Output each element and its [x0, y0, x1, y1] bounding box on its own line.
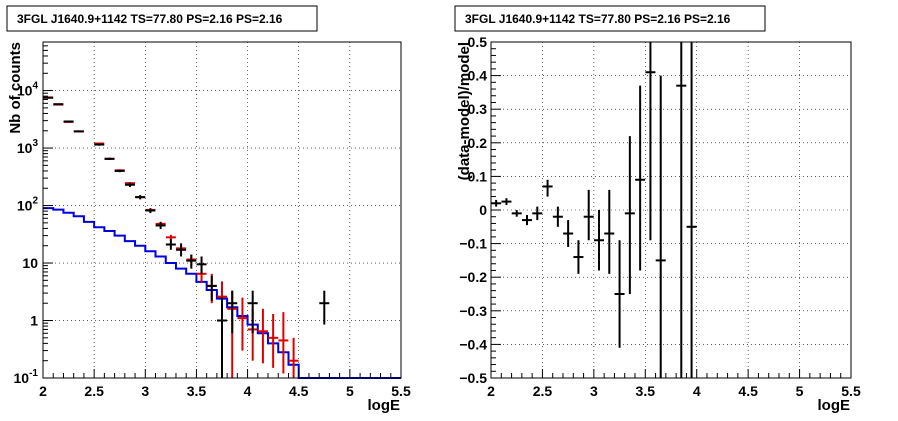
residuals-panel: 2 2.5 3 3.5 4 4.5 5 5.5 −0.5 −0.4 −0.3 −0.2 −0.1 0 0.1…: [454, 5, 861, 414]
counts-y-tick-label: 102: [17, 196, 39, 214]
counts-y-tick-label: 1: [30, 313, 38, 329]
residuals-y-tick-label: −0.1: [459, 236, 487, 252]
residuals-y-tick-label: 0.2: [468, 135, 488, 151]
counts-x-tick-label: 3.5: [187, 383, 207, 399]
counts-plot-frame: [42, 41, 402, 379]
counts-y-tick-label: 103: [17, 138, 39, 156]
residuals-title-box: [454, 5, 766, 32]
residuals-data-series: [491, 42, 697, 378]
counts-model-series: [43, 96, 299, 378]
residuals-x-tick-label: 4.5: [738, 383, 758, 399]
counts-ticks: 2 2.5 3 3.5 4 4.5 5 5.5 10-1 1 10 102 103 104: [14, 41, 411, 399]
counts-x-tick-label: 2: [39, 383, 47, 399]
residuals-y-tick-label: 0: [479, 202, 487, 218]
residuals-ticks: 2 2.5 3 3.5 4 4.5 5 5.5 −0.5 −0.4 −0.3 −0.2 −0.1 0 0.1…: [459, 34, 861, 399]
residuals-y-axis-label: (data-model)/model: [456, 42, 473, 180]
residuals-x-tick-label: 5.5: [841, 383, 861, 399]
residuals-x-tick-label: 3: [590, 383, 598, 399]
counts-x-tick-label: 5.5: [391, 383, 411, 399]
counts-x-axis-label: logE: [368, 397, 401, 414]
counts-panel: 2 2.5 3 3.5 4 4.5 5 5.5 10-1 1 10 102 103 104 3FGL J1…: [6, 5, 411, 414]
residuals-x-tick-label: 5: [796, 383, 804, 399]
residuals-y-tick-label: −0.5: [459, 370, 487, 386]
residuals-y-tick-label: −0.3: [459, 303, 487, 319]
residuals-y-tick-label: 0.1: [468, 168, 488, 184]
counts-x-tick-label: 2.5: [84, 383, 104, 399]
counts-data-series: [43, 96, 330, 378]
counts-x-tick-label: 4: [244, 383, 252, 399]
counts-x-tick-label: 5: [346, 383, 354, 399]
residuals-title: 3FGL J1640.9+1142 TS=77.80 PS=2.16 PS=2.…: [465, 12, 731, 26]
residuals-grid: [491, 42, 851, 378]
residuals-x-axis-label: logE: [818, 397, 851, 414]
residuals-x-tick-label: 2.5: [533, 383, 553, 399]
residuals-x-tick-label: 2: [487, 383, 495, 399]
residuals-y-tick-label: 0.3: [468, 101, 488, 117]
counts-y-tick-label: 10-1: [14, 368, 39, 386]
counts-y-axis-label: Nb of counts: [7, 42, 24, 134]
counts-x-tick-label: 4.5: [289, 383, 309, 399]
residuals-y-tick-label: 0.5: [468, 34, 488, 50]
counts-y-tick-label: 10: [22, 255, 38, 271]
counts-y-tick-label: 104: [17, 81, 39, 99]
residuals-x-tick-label: 4: [693, 383, 701, 399]
counts-title-box: [6, 5, 318, 32]
residuals-y-tick-label: −0.2: [459, 269, 487, 285]
counts-title: 3FGL J1640.9+1142 TS=77.80 PS=2.16 PS=2.…: [17, 12, 283, 26]
residuals-y-tick-label: −0.4: [459, 336, 487, 352]
residuals-x-tick-label: 3.5: [636, 383, 656, 399]
residuals-y-tick-label: 0.4: [468, 68, 488, 84]
counts-grid: [43, 42, 401, 378]
counts-x-tick-label: 3: [141, 383, 149, 399]
